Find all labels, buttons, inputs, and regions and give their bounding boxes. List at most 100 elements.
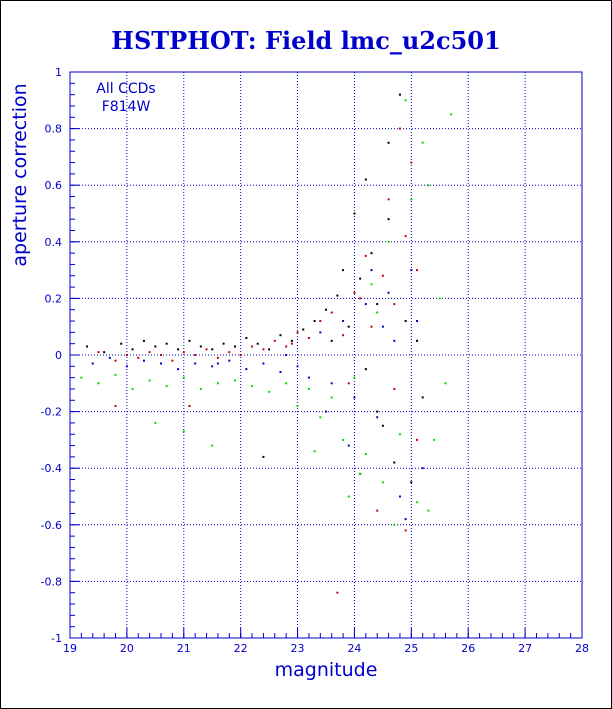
data-point [262, 348, 265, 351]
data-point [137, 356, 140, 359]
y-tick-label: 1 [55, 66, 62, 79]
data-point [325, 410, 327, 413]
data-point [421, 396, 424, 399]
data-point [273, 339, 276, 342]
y-tick-label: 0.6 [45, 179, 63, 192]
data-point [336, 591, 339, 594]
data-point [188, 339, 191, 342]
data-point [325, 308, 327, 311]
data-point [376, 303, 379, 306]
y-tick-label: -0.2 [41, 406, 62, 419]
data-point [199, 345, 202, 348]
data-point [142, 359, 145, 362]
data-point [114, 404, 117, 407]
data-point [376, 416, 379, 419]
data-point [307, 387, 310, 390]
data-point [307, 376, 310, 379]
data-point [416, 339, 419, 342]
x-tick-label: 19 [63, 642, 77, 655]
data-point [387, 291, 390, 294]
data-point [370, 283, 373, 286]
data-point [313, 450, 316, 453]
y-tick-label: 0 [55, 349, 62, 362]
data-point [222, 342, 225, 345]
data-point [393, 387, 396, 390]
data-point [239, 354, 242, 356]
data-point [336, 294, 339, 297]
data-point [347, 382, 350, 385]
data-point [330, 311, 333, 314]
x-tick-label: 20 [120, 642, 134, 655]
data-point [381, 481, 384, 484]
data-point [285, 382, 288, 385]
data-points [80, 93, 453, 594]
x-tick-label: 21 [177, 642, 191, 655]
chart-title: HSTPHOT: Field lmc_u2c501 [111, 26, 501, 55]
data-point [319, 320, 322, 323]
data-point [171, 359, 174, 362]
data-point [427, 184, 430, 187]
data-point [285, 354, 288, 356]
data-point [279, 334, 282, 337]
data-point [228, 351, 231, 354]
data-point [347, 325, 350, 328]
data-point [370, 252, 373, 255]
data-point [421, 467, 424, 470]
data-point [91, 362, 94, 365]
data-point [433, 438, 436, 441]
data-point [251, 345, 254, 348]
data-point [233, 379, 236, 382]
x-tick-label: 26 [461, 642, 475, 655]
y-axis-label: aperture correction [9, 83, 31, 266]
data-point [353, 291, 356, 294]
data-point [319, 331, 322, 334]
data-point [404, 99, 407, 102]
data-point [410, 198, 413, 201]
data-point [450, 113, 453, 116]
data-point [211, 365, 214, 368]
data-point [353, 396, 356, 399]
data-point [398, 433, 401, 436]
data-point [370, 325, 373, 328]
data-point [393, 339, 396, 342]
data-point [393, 461, 396, 464]
data-point [165, 385, 168, 388]
data-point [154, 421, 157, 424]
data-point [114, 373, 117, 376]
data-point [302, 328, 305, 331]
data-point [285, 345, 288, 348]
data-point [398, 495, 401, 498]
data-point [296, 404, 299, 407]
data-point [410, 161, 413, 164]
data-point [256, 342, 259, 345]
data-point [233, 345, 236, 348]
data-point [416, 438, 419, 441]
data-point [131, 387, 134, 390]
y-tick-label: -1 [51, 632, 62, 645]
data-point [342, 320, 345, 323]
data-point [125, 365, 128, 368]
data-point [199, 387, 202, 390]
data-point [177, 368, 180, 371]
data-point [148, 379, 151, 382]
data-point [347, 495, 350, 498]
data-point [342, 334, 345, 337]
data-point [165, 342, 168, 345]
y-tick-label: -0.8 [41, 575, 62, 588]
data-point [216, 362, 219, 365]
data-point [125, 354, 128, 356]
data-point [313, 320, 316, 323]
data-point [120, 342, 123, 345]
data-point [251, 385, 254, 388]
data-point [160, 354, 163, 356]
data-point [410, 481, 413, 484]
data-point [387, 141, 390, 144]
data-point [296, 365, 299, 368]
data-point [410, 269, 413, 272]
data-point [364, 254, 367, 257]
data-point [319, 416, 322, 419]
data-point [148, 351, 151, 354]
data-point [296, 331, 299, 334]
